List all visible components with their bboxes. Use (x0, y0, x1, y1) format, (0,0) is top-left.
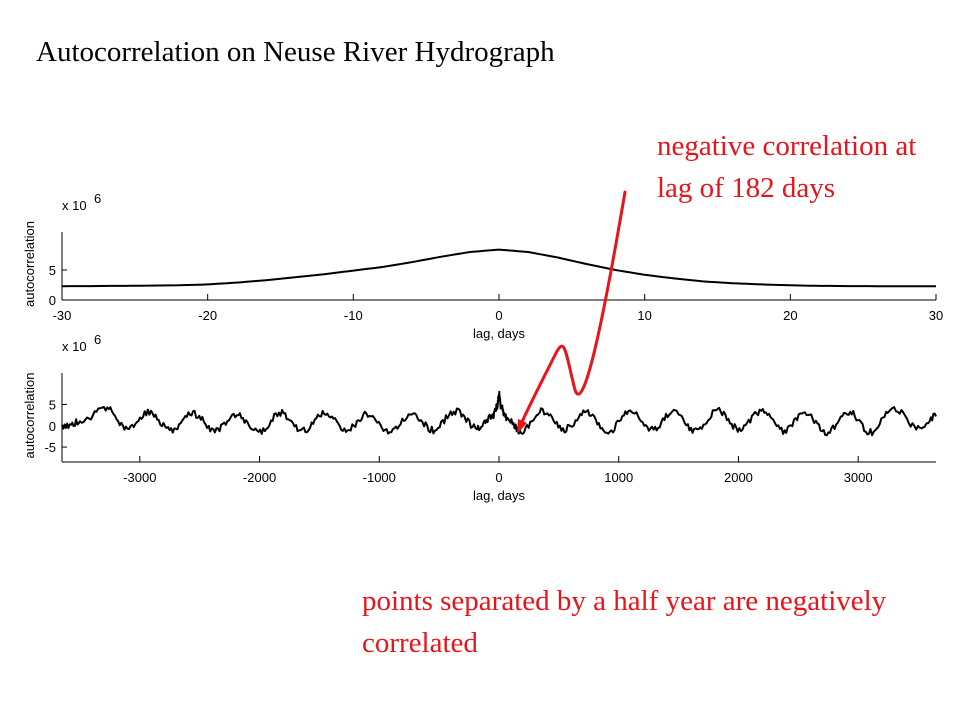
chart-bottom: -3000 -2000 -1000 0 1000 2000 3000 5 0 -5 x 10 6 lag… (22, 332, 937, 503)
x-tick-label: 30 (929, 308, 943, 323)
x-tick-label: 0 (495, 470, 502, 485)
x-tick-label: -10 (344, 308, 363, 323)
y-axis-label: autocorrelation (22, 221, 37, 307)
y-tick-label: 5 (49, 263, 56, 278)
x-axis-label: lag, days (473, 488, 526, 503)
slide-title: Autocorrelation on Neuse River Hydrograp… (36, 36, 555, 68)
y-multiplier: x 10 (62, 198, 87, 213)
x-tick-label: 1000 (604, 470, 633, 485)
annotation-arrowhead (517, 419, 527, 434)
chart-top: -30 -20 -10 0 10 20 30 0 5 x 10 6 lag, days autocorr… (22, 191, 943, 341)
y-multiplier-exponent: 6 (94, 191, 101, 206)
x-tick-label: 20 (783, 308, 797, 323)
y-tick-label: 0 (49, 419, 56, 434)
x-tick-label: -1000 (363, 470, 396, 485)
y-multiplier-exponent: 6 (94, 332, 101, 347)
y-tick-label: -5 (44, 440, 56, 455)
x-tick-label: -3000 (123, 470, 156, 485)
x-tick-label: -30 (53, 308, 72, 323)
x-tick-label: 3000 (844, 470, 873, 485)
x-axis-label: lag, days (473, 326, 526, 341)
series-line (61, 390, 937, 437)
y-tick-label: 5 (49, 397, 56, 412)
x-tick-label: 2000 (724, 470, 753, 485)
series-line (61, 248, 936, 288)
x-tick-label: -20 (198, 308, 217, 323)
annotation-arrow (519, 190, 627, 426)
y-axis-label: autocorrelation (22, 373, 37, 459)
y-tick-label: 0 (49, 293, 56, 308)
x-tick-label: 0 (495, 308, 502, 323)
callout-negative-lag: negative correlation at lag of 182 days (657, 130, 917, 205)
y-multiplier: x 10 (62, 339, 87, 354)
x-tick-label: 10 (637, 308, 651, 323)
x-tick-label: -2000 (243, 470, 276, 485)
callout-half-year: points separated by a half year are nega… (362, 585, 887, 660)
